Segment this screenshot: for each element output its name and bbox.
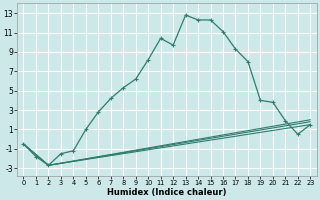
X-axis label: Humidex (Indice chaleur): Humidex (Indice chaleur) <box>107 188 227 197</box>
